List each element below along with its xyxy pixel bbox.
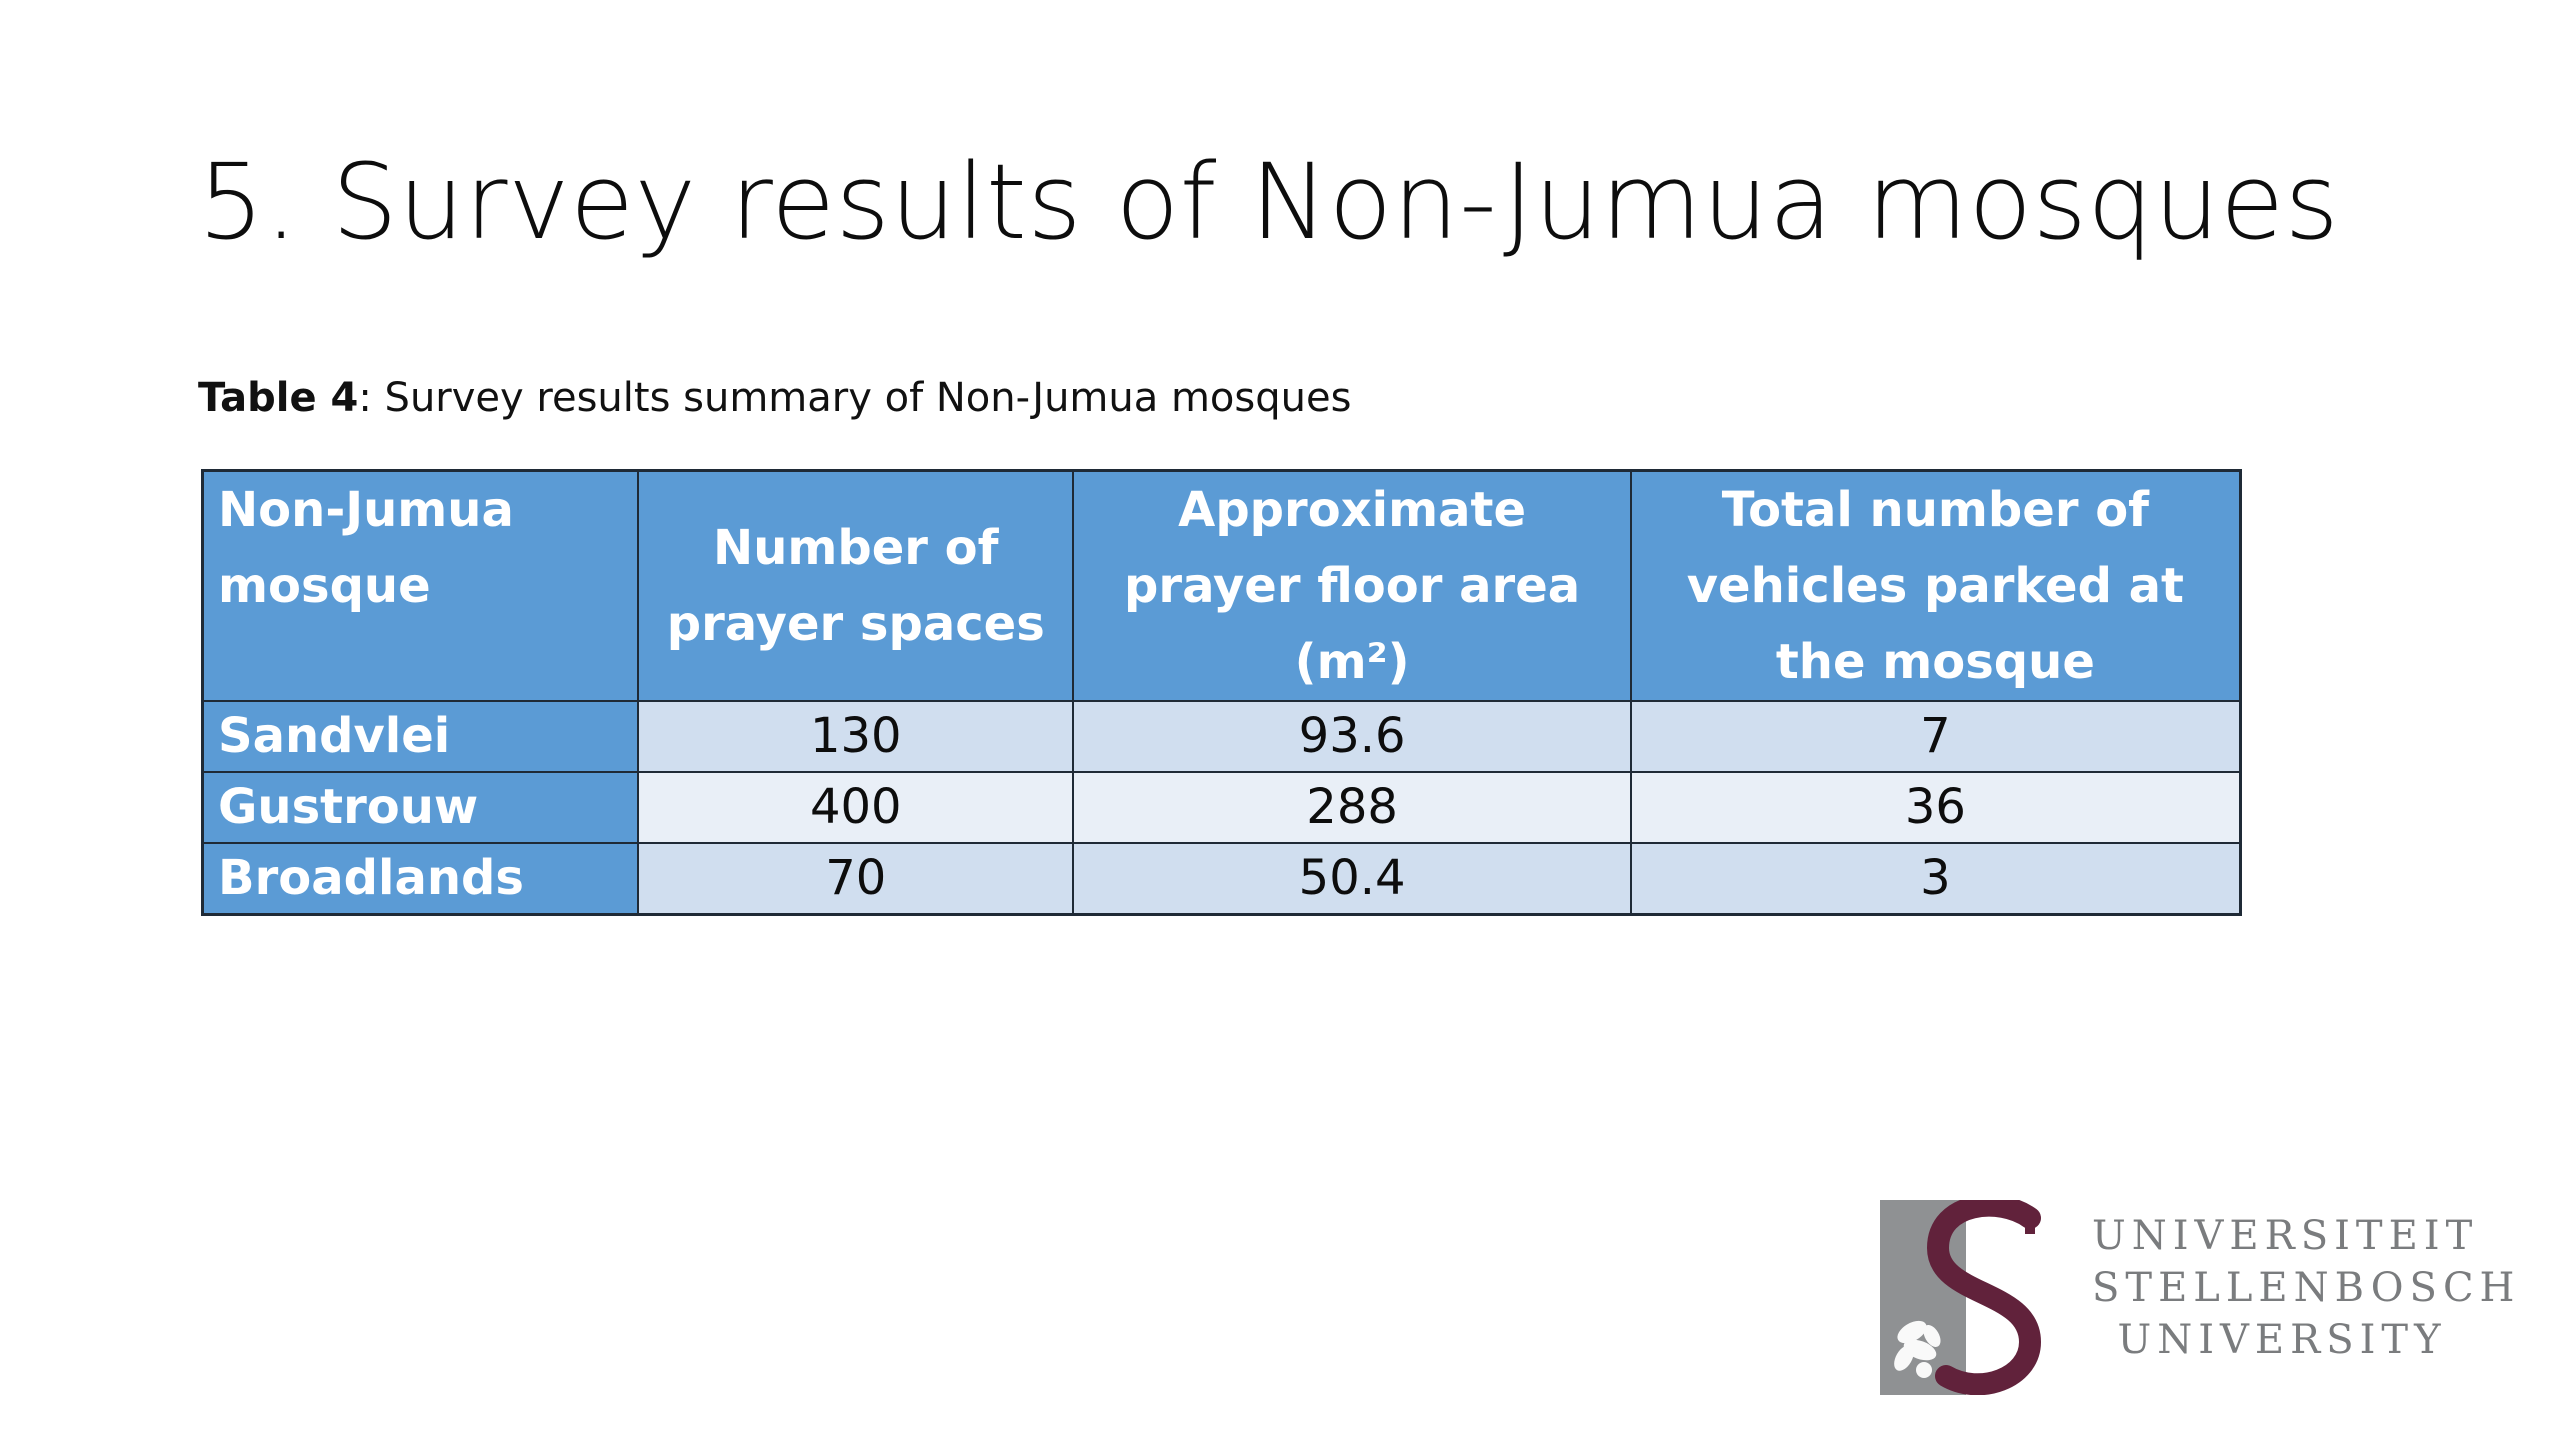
header-floor-area: Approximate prayer floor area (m²) bbox=[1072, 469, 1632, 702]
university-logo: UNIVERSITEIT STELLENBOSCH UNIVERSITY bbox=[1880, 1200, 2521, 1400]
row-mosque-name: Sandvlei bbox=[201, 700, 640, 773]
cell-floor-area: 288 bbox=[1072, 771, 1632, 844]
cell-vehicles: 7 bbox=[1629, 700, 2242, 773]
cell-prayer-spaces: 70 bbox=[637, 842, 1075, 916]
cell-floor-area: 50.4 bbox=[1072, 842, 1632, 916]
row-mosque-name: Gustrouw bbox=[201, 771, 640, 844]
cell-vehicles: 36 bbox=[1629, 771, 2242, 844]
cell-prayer-spaces: 130 bbox=[637, 700, 1075, 773]
table-caption-label: Table 4 bbox=[198, 375, 359, 421]
survey-results-table: Non-Jumua mosque Number of prayer spaces… bbox=[201, 469, 2242, 916]
university-name-line-2: STELLENBOSCH bbox=[2092, 1265, 2521, 1311]
cell-vehicles: 3 bbox=[1629, 842, 2242, 916]
header-vehicles: Total number of vehicles parked at the m… bbox=[1629, 469, 2242, 702]
header-prayer-spaces: Number of prayer spaces bbox=[637, 469, 1075, 702]
table-row: Broadlands 70 50.4 3 bbox=[201, 842, 2242, 916]
table-header-row: Non-Jumua mosque Number of prayer spaces… bbox=[201, 469, 2242, 702]
university-name-line-3: UNIVERSITY bbox=[2117, 1317, 2447, 1363]
university-name-line-1: UNIVERSITEIT bbox=[2092, 1213, 2479, 1259]
table-caption-text: : Survey results summary of Non-Jumua mo… bbox=[358, 375, 1352, 421]
table-row: Sandvlei 130 93.6 7 bbox=[201, 700, 2242, 773]
stellenbosch-crest-icon bbox=[1880, 1200, 2050, 1395]
table-row: Gustrouw 400 288 36 bbox=[201, 771, 2242, 844]
slide-title: 5. Survey results of Non-Jumua mosques bbox=[198, 141, 2340, 263]
university-name: UNIVERSITEIT STELLENBOSCH UNIVERSITY bbox=[2092, 1210, 2521, 1366]
row-mosque-name: Broadlands bbox=[201, 842, 640, 916]
cell-floor-area: 93.6 bbox=[1072, 700, 1632, 773]
header-mosque: Non-Jumua mosque bbox=[201, 469, 640, 702]
cell-prayer-spaces: 400 bbox=[637, 771, 1075, 844]
table-caption: Table 4: Survey results summary of Non-J… bbox=[198, 374, 1351, 422]
